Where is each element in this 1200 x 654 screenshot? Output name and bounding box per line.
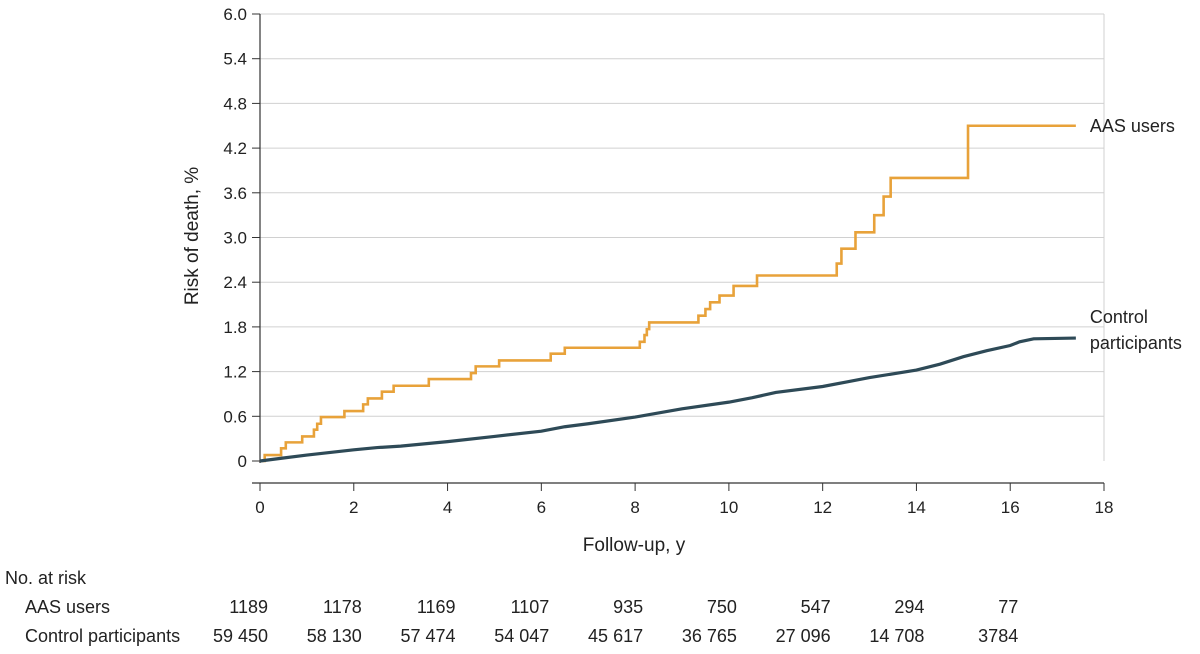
risk-cell: 14 708 (869, 626, 925, 646)
risk-cell: 3784 (978, 626, 1019, 646)
risk-cell: 547 (800, 597, 831, 617)
y-axis-title: Risk of death, % (182, 167, 203, 305)
y-tick-label: 2.4 (223, 273, 247, 292)
risk-cell: 750 (706, 597, 737, 617)
y-tick-label: 1.8 (223, 318, 247, 337)
series-labels: AAS users Control participants (1090, 116, 1182, 353)
x-tick-label: 12 (813, 498, 832, 517)
y-tick-label: 1.2 (223, 363, 247, 382)
series-label: Control (1090, 307, 1148, 327)
risk-cell: 1178 (323, 597, 362, 617)
risk-cell: 77 (998, 597, 1019, 617)
series-line-control-participants (259, 336, 1076, 463)
y-tick-label: 4.8 (223, 94, 247, 113)
risk-row-label: Control participants (25, 626, 181, 646)
series-lines (259, 124, 1076, 463)
y-tick-label: 3.0 (223, 229, 247, 248)
x-tick-label: 10 (719, 498, 738, 517)
risk-cell: 36 765 (681, 626, 737, 646)
y-tick-label: 0 (238, 452, 247, 471)
risk-cell: 58 130 (306, 626, 362, 646)
risk-cell: 59 450 (212, 626, 268, 646)
x-tick-label: 0 (255, 498, 264, 517)
x-tick-label: 8 (630, 498, 639, 517)
x-axis-title: Follow-up, y (583, 535, 686, 556)
risk-row-label: AAS users (25, 597, 111, 617)
x-tick-label: 6 (537, 498, 546, 517)
risk-table-title: No. at risk (5, 568, 87, 588)
risk-cell: 1107 (510, 597, 550, 617)
risk-cell: 45 617 (588, 626, 644, 646)
gridlines (260, 13, 1104, 417)
risk-cell: 57 474 (400, 626, 456, 646)
risk-cell: 1189 (229, 597, 268, 617)
risk-of-death-chart: 0 0.6 1.2 1.8 2.4 3.0 3.6 4.2 4.8 5.4 6.0 0 2 4 6 8 10 12… (182, 5, 1182, 556)
y-tick-label: 0.6 (223, 407, 247, 426)
x-tick-label: 18 (1095, 498, 1114, 517)
series-label: participants (1090, 333, 1182, 353)
risk-cell: 1169 (416, 597, 456, 617)
series-label: AAS users (1090, 116, 1175, 136)
risk-cell: 27 096 (775, 626, 831, 646)
risk-cell: 54 047 (494, 626, 550, 646)
number-at-risk-table: No. at risk AAS users 1189 1178 1169 1107 935… (0, 560, 1200, 654)
risk-cell: 935 (613, 597, 644, 617)
x-tick-label: 2 (349, 498, 358, 517)
risk-cell: 294 (894, 597, 925, 617)
x-tick-label: 16 (1001, 498, 1020, 517)
y-tick-label: 4.2 (223, 139, 247, 158)
y-tick-label: 3.6 (223, 184, 247, 203)
series-line-aas-users (260, 124, 1076, 463)
y-tick-label: 5.4 (223, 50, 247, 69)
axes: 0 0.6 1.2 1.8 2.4 3.0 3.6 4.2 4.8 5.4 6.0 0 2 4 6 8 10 12… (223, 5, 1113, 517)
x-tick-label: 14 (907, 498, 926, 517)
x-tick-label: 4 (443, 498, 452, 517)
y-tick-label: 6.0 (223, 5, 247, 24)
